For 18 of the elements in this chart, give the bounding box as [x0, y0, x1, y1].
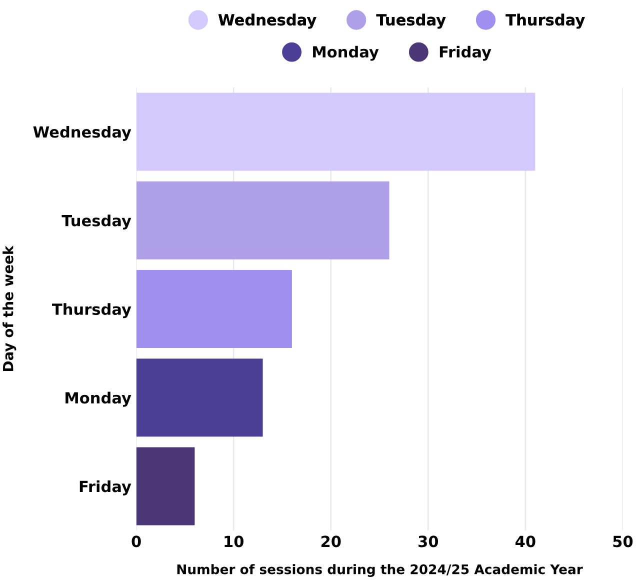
legend-label: Monday [313, 46, 379, 61]
y-tick-label: Wednesday [33, 126, 132, 141]
x-tick-label: 30 [418, 536, 438, 548]
legend-label: Tuesday [376, 14, 446, 29]
x-tick-label: 40 [515, 536, 536, 548]
y-tick-label: Thursday [52, 303, 132, 318]
legend-label: Friday [440, 46, 492, 61]
x-tick-label: 20 [321, 536, 341, 548]
y-tick-label: Tuesday [62, 214, 132, 230]
x-axis-title: Number of sessions during the 2024/25 Academic Year [177, 564, 583, 577]
legend-label: Wednesday [218, 14, 316, 29]
y-tick-label: Friday [80, 480, 132, 496]
x-tick-label: 0 [132, 536, 141, 548]
x-tick-label: 50 [613, 536, 633, 548]
legend-label: Thursday [506, 14, 585, 29]
x-tick-label: 10 [224, 536, 244, 548]
y-axis-title: Day of the week [2, 245, 16, 371]
y-tick-label: Monday [66, 392, 132, 407]
